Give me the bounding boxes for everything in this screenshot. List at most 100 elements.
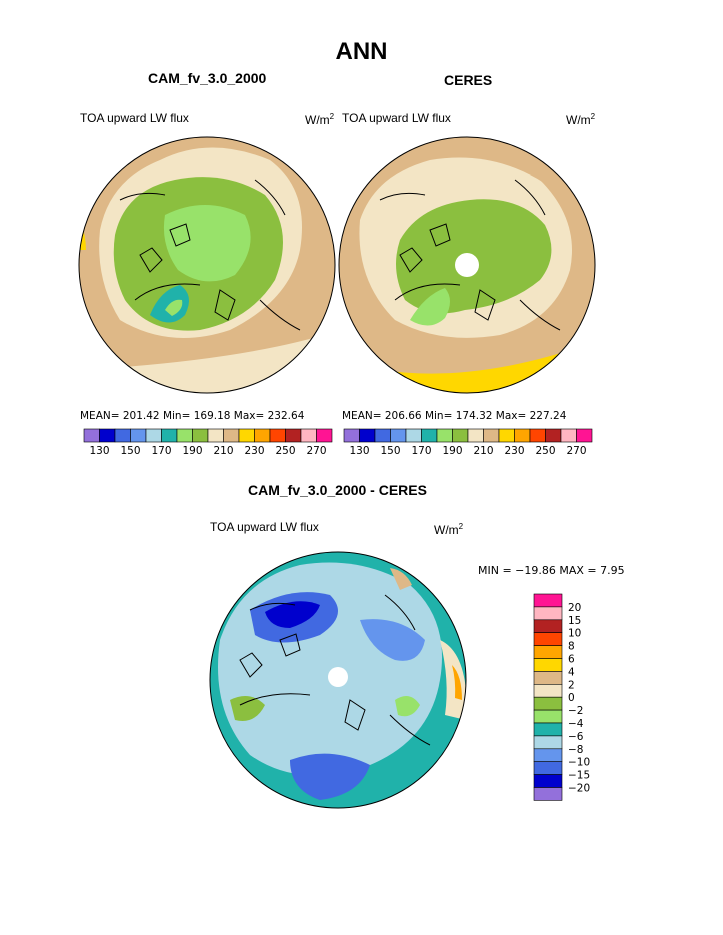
obs-colorbar-swatch bbox=[560, 428, 577, 443]
diff-colorbar-tick-label: −15 bbox=[568, 770, 590, 782]
obs-colorbar-tick-label: 130 bbox=[349, 445, 369, 457]
diff-colorbar-tick-label: −2 bbox=[568, 705, 583, 717]
model-colorbar-tick-label: 230 bbox=[244, 445, 264, 457]
obs-colorbar-swatch bbox=[436, 428, 453, 443]
diff-colorbar-tick-label: 8 bbox=[568, 641, 575, 653]
obs-colorbar-swatch bbox=[359, 428, 376, 443]
model-colorbar-swatch bbox=[145, 428, 162, 443]
page-title: ANN bbox=[335, 38, 388, 65]
model-colorbar-tick-label: 270 bbox=[306, 445, 326, 457]
model-colorbar-swatch bbox=[207, 428, 224, 443]
diff-colorbar-tick-label: −20 bbox=[568, 783, 590, 795]
obs-colorbar-swatch bbox=[452, 428, 469, 443]
diff-colorbar-tick-label: 15 bbox=[568, 615, 581, 627]
obs-colorbar-swatch bbox=[405, 428, 422, 443]
diff-variable-label: TOA upward LW flux bbox=[210, 520, 319, 534]
model-stats: MEAN= 201.42 Min= 169.18 Max= 232.64 bbox=[80, 410, 305, 422]
obs-colorbar-swatch bbox=[374, 428, 391, 443]
diff-colorbar-tick-label: −10 bbox=[568, 757, 590, 769]
diff-colorbar-swatch bbox=[533, 787, 563, 801]
diff-colorbar-tick-label: −6 bbox=[568, 731, 584, 743]
diff-colorbar-tick-label: −4 bbox=[568, 718, 584, 730]
model-colorbar-swatch bbox=[114, 428, 131, 443]
diff-colorbar-swatch bbox=[533, 774, 563, 788]
obs-map-border bbox=[338, 136, 596, 394]
obs-colorbar-swatch bbox=[545, 428, 562, 443]
model-map-border bbox=[78, 136, 336, 394]
diff-map-border bbox=[209, 551, 467, 809]
obs-colorbar-tick-label: 150 bbox=[380, 445, 400, 457]
obs-colorbar-swatch bbox=[498, 428, 515, 443]
obs-colorbar-tick-label: 170 bbox=[411, 445, 431, 457]
obs-stats: MEAN= 206.66 Min= 174.32 Max= 227.24 bbox=[342, 410, 567, 422]
model-colorbar-swatch bbox=[269, 428, 286, 443]
diff-colorbar-tick-label: 0 bbox=[568, 692, 575, 704]
diff-colorbar-swatch bbox=[533, 761, 563, 775]
obs-colorbar-swatch bbox=[483, 428, 500, 443]
model-colorbar-swatch bbox=[300, 428, 317, 443]
diff-colorbar-tick-label: 10 bbox=[568, 628, 581, 640]
obs-map bbox=[339, 137, 595, 393]
obs-panel-title: CERES bbox=[444, 72, 493, 88]
obs-colorbar: 130 150 170 190 210 230 250 270 bbox=[343, 428, 593, 457]
diff-colorbar-swatch bbox=[533, 593, 563, 608]
model-colorbar-swatch bbox=[223, 428, 240, 443]
diff-colorbar-swatch bbox=[533, 645, 563, 659]
model-colorbar-tick-label: 210 bbox=[213, 445, 233, 457]
diff-panel-title: CAM_fv_3.0_2000 - CERES bbox=[248, 482, 427, 498]
model-panel-title: CAM_fv_3.0_2000 bbox=[148, 70, 267, 86]
model-units: W/m2 bbox=[305, 112, 335, 127]
diff-units: W/m2 bbox=[434, 522, 464, 537]
obs-colorbar-tick-label: 250 bbox=[535, 445, 555, 457]
obs-colorbar-swatch bbox=[343, 428, 360, 443]
model-colorbar-swatch bbox=[99, 428, 116, 443]
obs-colorbar-swatch bbox=[576, 428, 593, 443]
model-map bbox=[79, 137, 335, 393]
diff-colorbar-tick-label: 4 bbox=[568, 666, 575, 678]
diff-colorbar-swatch bbox=[533, 709, 563, 724]
model-colorbar-tick-label: 150 bbox=[120, 445, 140, 457]
obs-colorbar-tick-label: 210 bbox=[473, 445, 493, 457]
diff-colorbar-swatch bbox=[533, 683, 563, 698]
obs-colorbar-tick-label: 270 bbox=[566, 445, 586, 457]
model-colorbar: 130 150 170 190 210 230 250 270 bbox=[83, 428, 333, 457]
obs-colorbar-swatch bbox=[421, 428, 438, 443]
model-variable-label: TOA upward LW flux bbox=[80, 111, 189, 125]
model-colorbar-swatch bbox=[254, 428, 271, 443]
model-colorbar-swatch bbox=[161, 428, 178, 443]
model-colorbar-swatch bbox=[285, 428, 302, 443]
obs-colorbar-tick-label: 230 bbox=[504, 445, 524, 457]
diff-colorbar-swatch bbox=[533, 735, 563, 750]
obs-colorbar-swatch bbox=[529, 428, 546, 443]
model-colorbar-tick-label: 190 bbox=[182, 445, 202, 457]
diff-colorbar-swatch bbox=[533, 619, 563, 633]
diff-colorbar-swatch bbox=[533, 671, 563, 685]
diff-colorbar-swatch bbox=[533, 722, 563, 737]
model-colorbar-swatch bbox=[192, 428, 209, 443]
model-colorbar-tick-label: 130 bbox=[89, 445, 109, 457]
diff-map bbox=[210, 552, 466, 808]
diff-colorbar-tick-label: 6 bbox=[568, 654, 575, 666]
diff-colorbar-swatch bbox=[533, 748, 563, 762]
obs-colorbar-swatch bbox=[467, 428, 484, 443]
diff-colorbar-swatch bbox=[533, 606, 563, 621]
model-colorbar-tick-label: 250 bbox=[275, 445, 295, 457]
obs-colorbar-swatch bbox=[514, 428, 531, 443]
model-colorbar-swatch bbox=[238, 428, 255, 443]
model-colorbar-swatch bbox=[83, 428, 100, 443]
model-colorbar-swatch bbox=[316, 428, 333, 443]
diff-colorbar-tick-label: −8 bbox=[568, 744, 583, 756]
model-colorbar-tick-label: 170 bbox=[151, 445, 171, 457]
model-colorbar-swatch bbox=[130, 428, 147, 443]
diff-colorbar-swatch bbox=[533, 696, 563, 711]
diff-colorbar-swatch bbox=[533, 632, 563, 646]
obs-variable-label: TOA upward LW flux bbox=[342, 111, 451, 125]
obs-units: W/m2 bbox=[566, 112, 596, 127]
diff-colorbar-swatch bbox=[533, 658, 563, 672]
model-colorbar-swatch bbox=[176, 428, 193, 443]
obs-colorbar-swatch bbox=[390, 428, 407, 443]
diff-colorbar-tick-label: 20 bbox=[568, 602, 581, 614]
obs-colorbar-tick-label: 190 bbox=[442, 445, 462, 457]
